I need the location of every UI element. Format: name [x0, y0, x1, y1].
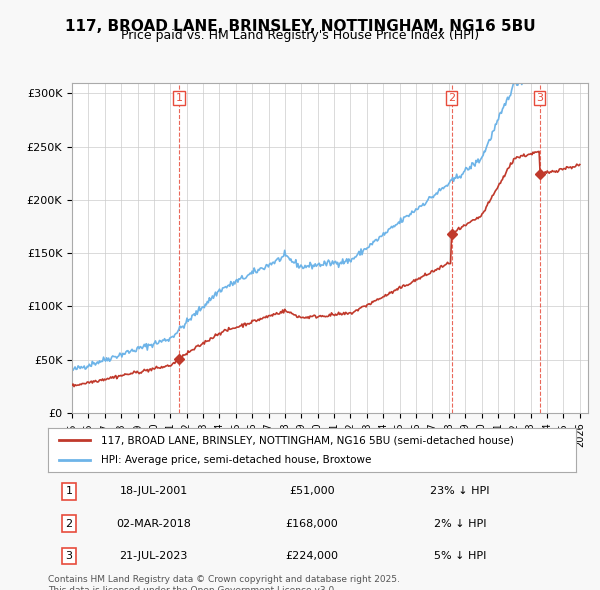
Text: 21-JUL-2023: 21-JUL-2023 — [119, 551, 188, 561]
Text: £224,000: £224,000 — [286, 551, 338, 561]
Text: 02-MAR-2018: 02-MAR-2018 — [116, 519, 191, 529]
Text: 5% ↓ HPI: 5% ↓ HPI — [434, 551, 486, 561]
Text: 2% ↓ HPI: 2% ↓ HPI — [434, 519, 486, 529]
Text: 3: 3 — [536, 93, 543, 103]
Text: 2: 2 — [65, 519, 73, 529]
Text: 117, BROAD LANE, BRINSLEY, NOTTINGHAM, NG16 5BU (semi-detached house): 117, BROAD LANE, BRINSLEY, NOTTINGHAM, N… — [101, 435, 514, 445]
Text: Price paid vs. HM Land Registry's House Price Index (HPI): Price paid vs. HM Land Registry's House … — [121, 30, 479, 42]
Text: £168,000: £168,000 — [286, 519, 338, 529]
Text: 18-JUL-2001: 18-JUL-2001 — [119, 486, 188, 496]
Text: 3: 3 — [65, 551, 73, 561]
Text: £51,000: £51,000 — [289, 486, 335, 496]
Text: 1: 1 — [176, 93, 182, 103]
Text: 2: 2 — [448, 93, 455, 103]
Text: HPI: Average price, semi-detached house, Broxtowe: HPI: Average price, semi-detached house,… — [101, 455, 371, 464]
Text: 117, BROAD LANE, BRINSLEY, NOTTINGHAM, NG16 5BU: 117, BROAD LANE, BRINSLEY, NOTTINGHAM, N… — [65, 19, 535, 34]
Text: 23% ↓ HPI: 23% ↓ HPI — [430, 486, 490, 496]
Text: Contains HM Land Registry data © Crown copyright and database right 2025.
This d: Contains HM Land Registry data © Crown c… — [48, 575, 400, 590]
Text: 1: 1 — [65, 486, 73, 496]
